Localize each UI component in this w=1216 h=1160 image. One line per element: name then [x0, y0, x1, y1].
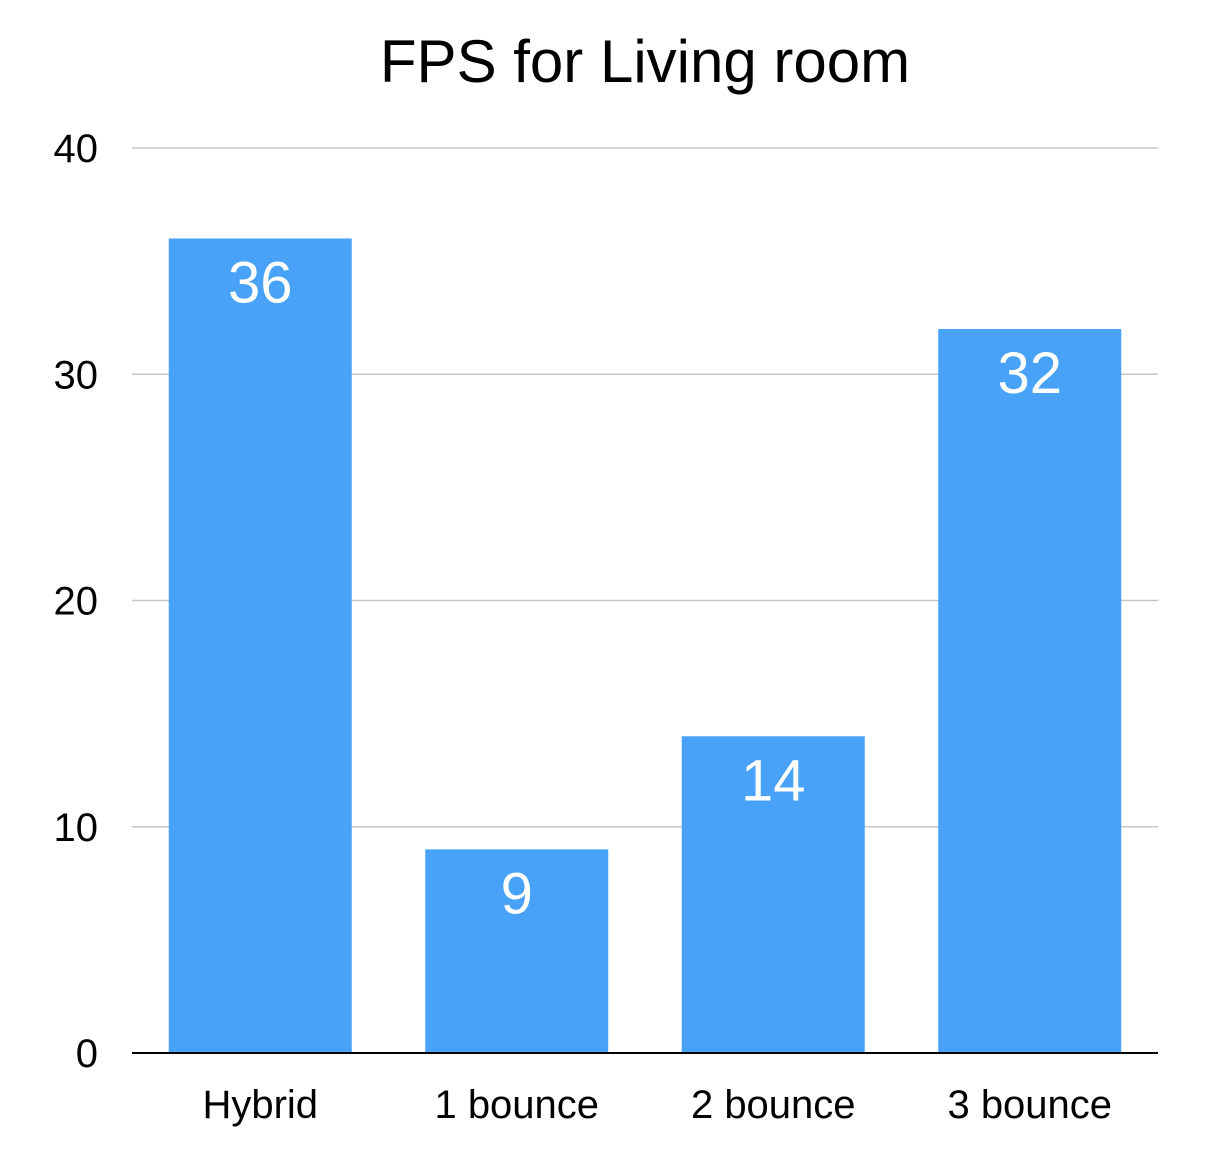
bar-1-bounce [425, 849, 609, 1053]
bar-3-bounce [938, 329, 1122, 1053]
data-label: 36 [228, 251, 293, 316]
bar-2-bounce [681, 736, 865, 1053]
bars [168, 238, 1122, 1053]
chart-title: FPS for Living room [380, 28, 910, 95]
data-label: 32 [997, 341, 1062, 406]
x-tick-label: Hybrid [202, 1083, 318, 1127]
y-tick-label: 30 [54, 353, 99, 397]
y-axis-ticks: 0 10 20 30 40 [54, 127, 99, 1076]
data-label: 14 [741, 748, 806, 813]
x-tick-label: 1 bounce [434, 1083, 599, 1127]
data-label: 9 [501, 861, 533, 926]
data-labels: 36 9 14 32 [228, 251, 1062, 927]
y-tick-label: 0 [76, 1032, 98, 1076]
bar-hybrid [168, 238, 352, 1053]
x-axis-ticks: Hybrid 1 bounce 2 bounce 3 bounce [202, 1083, 1112, 1127]
y-tick-label: 40 [54, 127, 99, 171]
y-tick-label: 20 [54, 580, 99, 624]
x-tick-label: 3 bounce [947, 1083, 1112, 1127]
x-tick-label: 2 bounce [691, 1083, 856, 1127]
y-tick-label: 10 [54, 806, 99, 850]
